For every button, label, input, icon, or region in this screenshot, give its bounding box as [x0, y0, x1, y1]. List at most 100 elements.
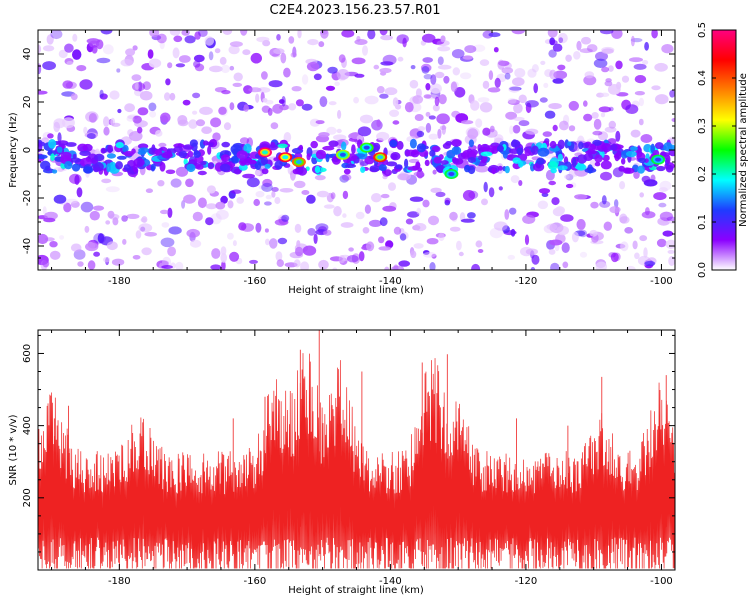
heatmap-cell: [544, 110, 556, 119]
heatmap-cell: [392, 120, 400, 125]
heatmap-cell: [144, 232, 157, 237]
heatmap-cell: [358, 251, 365, 262]
heatmap-cell: [384, 87, 398, 96]
spectrogram-heatmap: [38, 30, 675, 270]
heatmap-cell: [327, 66, 338, 74]
heatmap-cell: [84, 225, 90, 233]
heatmap-cell: [87, 260, 96, 270]
heatmap-cell: [507, 97, 517, 104]
heatmap-cell: [38, 233, 49, 245]
heatmap-cell: [319, 96, 328, 108]
heatmap-cell: [413, 243, 424, 249]
heatmap-cell: [313, 233, 318, 244]
heatmap-cell: [76, 65, 87, 72]
heatmap-cell: [512, 124, 521, 134]
heatmap-cell: [537, 200, 549, 210]
heatmap-cell: [451, 110, 461, 118]
heatmap-cell: [671, 118, 675, 122]
heatmap-cell: [595, 261, 607, 270]
heatmap-cell: [269, 238, 278, 249]
heatmap-cell: [49, 250, 61, 260]
heatmap-cell: [576, 40, 582, 51]
heatmap-cell: [509, 207, 517, 215]
heatmap-cell: [639, 235, 648, 242]
colorbar-tick-label: 0.0: [697, 262, 708, 278]
heatmap-cell: [421, 66, 430, 74]
heatmap-cell: [70, 243, 82, 252]
heatmap-cell: [160, 112, 171, 123]
heatmap-cell: [232, 82, 243, 87]
heatmap-cell: [246, 177, 260, 188]
heatmap-cell: [548, 49, 557, 58]
snr-ticks: -180 -160 -140 -120 -100 200 400 600: [22, 330, 675, 587]
heatmap-cell: [231, 189, 242, 194]
heatmap-cell: [404, 102, 414, 113]
heatmap-cell: [357, 126, 372, 137]
heatmap-cell: [497, 59, 505, 70]
heatmap-cell: [434, 71, 445, 79]
heatmap-cell: [589, 143, 596, 152]
heatmap-cell: [126, 115, 135, 122]
heatmap-cell: [325, 153, 330, 163]
heatmap-cell: [392, 97, 399, 107]
heatmap-cell: [547, 161, 559, 170]
heatmap-cell: [48, 149, 53, 155]
heatmap-cell: [634, 252, 640, 260]
heatmap-cell: [378, 236, 385, 244]
heatmap-cell: [77, 261, 84, 267]
heatmap-cell: [261, 71, 268, 80]
heatmap-cell: [615, 60, 623, 70]
heatmap-cell: [410, 65, 416, 70]
heatmap-cell: [134, 82, 140, 90]
heatmap-cell: [42, 259, 50, 268]
heatmap-cell: [96, 57, 111, 64]
heatmap-cell: [137, 126, 143, 134]
x-tick-label: -100: [650, 576, 673, 587]
heatmap-cell: [254, 161, 262, 170]
heatmap-cell: [604, 126, 617, 133]
snr-plot-area: [38, 330, 675, 569]
heatmap-cell: [396, 140, 404, 150]
snr-x-axis-label: Height of straight line (km): [288, 585, 424, 596]
heatmap-cell: [437, 64, 452, 70]
heatmap-cell: [423, 94, 432, 99]
heatmap-cell: [488, 187, 495, 198]
heatmap-cell: [409, 79, 419, 89]
spectrogram-ticks: -180 -160 -140 -120 -100 -40 -20 0 20 40: [22, 29, 675, 287]
heatmap-cell: [475, 165, 489, 173]
heatmap-cell: [141, 247, 152, 256]
heatmap-cell: [586, 44, 598, 53]
heatmap-cell: [42, 45, 55, 52]
heatmap-cell: [608, 120, 616, 129]
heatmap-cell: [106, 153, 116, 159]
heatmap-cell: [195, 119, 206, 127]
heatmap-cell: [616, 92, 629, 97]
heatmap-cell: [552, 43, 563, 52]
heatmap-cell: [429, 262, 436, 270]
heatmap-cell: [443, 75, 450, 84]
heatmap-cell: [215, 201, 226, 210]
heatmap-cell: [132, 115, 142, 124]
heatmap-cell: [364, 204, 371, 214]
heatmap-cell: [449, 226, 461, 232]
heatmap-cell: [297, 166, 308, 176]
heatmap-cell: [414, 114, 424, 121]
heatmap-cell: [428, 215, 439, 226]
heatmap-cell: [221, 260, 226, 270]
heatmap-cell: [278, 99, 285, 104]
heatmap-cell: [603, 221, 612, 231]
heatmap-cell: [376, 131, 390, 141]
heatmap-cell: [508, 85, 521, 93]
heatmap-cell: [281, 214, 290, 222]
heatmap-cell: [597, 131, 609, 141]
heatmap-cell: [516, 147, 523, 156]
heatmap-cell: [390, 152, 401, 161]
heatmap-cell: [608, 106, 614, 112]
heatmap-cell: [268, 144, 278, 151]
heatmap-cell: [653, 192, 667, 201]
heatmap-cell: [250, 52, 262, 64]
heatmap-cell: [201, 126, 213, 134]
heatmap-cell: [338, 54, 346, 63]
heatmap-cell: [462, 150, 472, 160]
heatmap-cell: [326, 126, 337, 135]
